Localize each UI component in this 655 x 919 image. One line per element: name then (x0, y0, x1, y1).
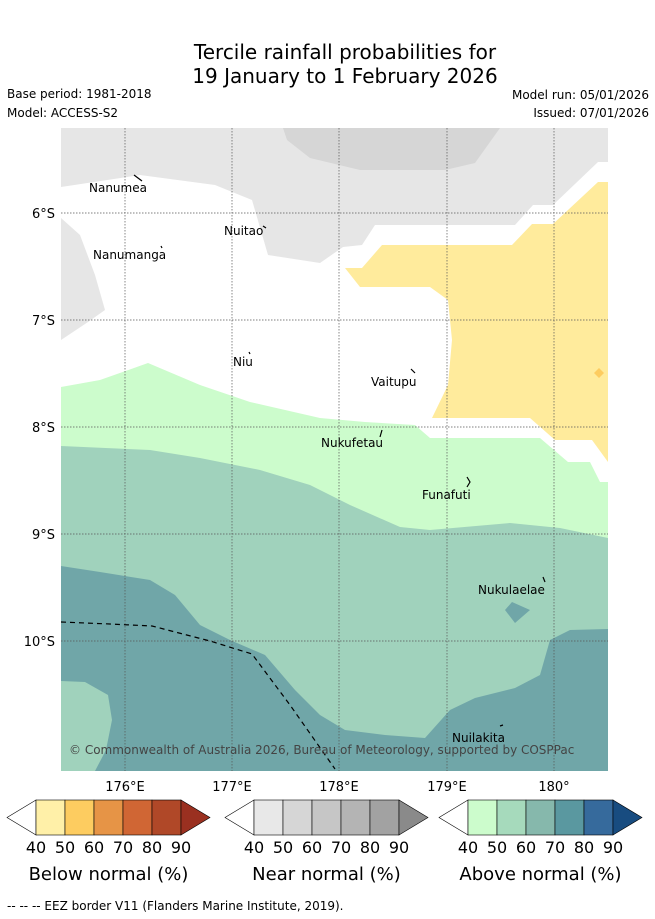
title-line-1: Tercile rainfall probabilities for (193, 40, 497, 64)
place-labels: Nanumea Nuitao Nanumanga Niu Vaitupu Nuk… (89, 181, 545, 745)
colorbar-segment (583, 799, 614, 836)
lat-label: 8°S (32, 421, 55, 436)
model-run: Model run: 05/01/2026 (511, 88, 649, 102)
colorbar-tick-label: 50 (273, 838, 293, 857)
above-normal-70-islet (505, 602, 530, 623)
colorbar-tick-label: 60 (302, 838, 322, 857)
copyright-credit: © Commonwealth of Australia 2026, Bureau… (69, 743, 574, 757)
near-normal-40-west-region (61, 218, 105, 340)
colorbar-tick-label: 70 (331, 838, 351, 857)
eez-footnote: -- -- -- EEZ border V11 (Flanders Marine… (7, 899, 344, 913)
map-canvas: Nanumea Nuitao Nanumanga Niu Vaitupu Nuk… (6, 128, 643, 885)
graticule (61, 128, 608, 771)
model-name: Model: ACCESS-S2 (7, 106, 119, 120)
near-normal-50-region (283, 128, 500, 170)
island-marks (133, 174, 546, 727)
colorbar-tick-label: 70 (113, 838, 133, 857)
colorbar-segment (467, 799, 498, 836)
lat-label: 9°S (32, 528, 55, 543)
colorbar-segment (122, 799, 153, 836)
colorbar-high-extend (180, 799, 211, 836)
place-label: Nukufetau (321, 436, 383, 450)
colorbar-tick-label: 90 (171, 838, 191, 857)
colorbar-low-extend (6, 799, 37, 836)
base-period: Base period: 1981-2018 (7, 87, 152, 101)
colorbar-tick-label: 90 (603, 838, 623, 857)
colorbar-low-extend (224, 799, 255, 836)
colorbar-segment (93, 799, 124, 836)
lon-label: 178°E (319, 780, 359, 795)
colorbar-1: 40 50 60 70 80 90 Below normal (%) (6, 799, 211, 885)
colorbar-legends: 40 50 60 70 80 90 Below normal (%) 40 50 60 70 80 90… (6, 799, 643, 885)
colorbar-title: Below normal (%) (29, 864, 189, 885)
above-normal-50-southwest-region (61, 681, 112, 771)
colorbar-title: Near normal (%) (252, 864, 401, 885)
lon-label: 176°E (105, 780, 145, 795)
lon-label: 180° (538, 780, 569, 795)
colorbar-low-extend (438, 799, 469, 836)
colorbar-segment (496, 799, 527, 836)
lat-label: 7°S (32, 314, 55, 329)
lat-label: 6°S (32, 207, 55, 222)
colorbar-segment (64, 799, 95, 836)
colorbar-tick-label: 50 (55, 838, 75, 857)
colorbar-tick-label: 50 (487, 838, 507, 857)
below-normal-40-islet (594, 368, 604, 378)
colorbar-tick-label: 60 (516, 838, 536, 857)
colorbar-tick-label: 40 (26, 838, 46, 857)
colorbar-segment (151, 799, 182, 836)
issued-date: Issued: 07/01/2026 (533, 106, 649, 120)
colorbar-segment (253, 799, 284, 836)
place-label: Niu (233, 355, 253, 369)
place-label: Funafuti (422, 488, 471, 502)
colorbar-tick-label: 70 (545, 838, 565, 857)
place-label: Nanumea (89, 181, 147, 195)
colorbar-segment (340, 799, 371, 836)
lon-label: 177°E (212, 780, 252, 795)
lat-label: 10°S (24, 635, 55, 650)
place-label: Nanumanga (93, 248, 166, 262)
colorbar-segment (369, 799, 400, 836)
colorbar-tick-label: 80 (142, 838, 162, 857)
place-label: Vaitupu (371, 375, 417, 389)
colorbar-segment (282, 799, 313, 836)
colorbar-title: Above normal (%) (459, 864, 621, 885)
lon-label: 179°E (427, 780, 467, 795)
colorbar-high-extend (398, 799, 429, 836)
colorbar-tick-label: 80 (574, 838, 594, 857)
colorbar-tick-label: 40 (244, 838, 264, 857)
place-label: Nuitao (224, 224, 263, 238)
colorbar-tick-label: 90 (389, 838, 409, 857)
colorbar-2: 40 50 60 70 80 90 Near normal (%) (224, 799, 429, 885)
latitude-tick-labels: 6°S 7°S 8°S 9°S 10°S (24, 207, 55, 650)
colorbar-segment (311, 799, 342, 836)
colorbar-segment (525, 799, 556, 836)
place-label: Nuilakita (452, 731, 505, 745)
colorbar-segment (35, 799, 66, 836)
map-title: Tercile rainfall probabilities for 19 Ja… (0, 40, 655, 88)
colorbar-high-extend (612, 799, 643, 836)
colorbar-tick-label: 80 (360, 838, 380, 857)
longitude-tick-labels: 176°E 177°E 178°E 179°E 180° (105, 780, 569, 795)
above-normal-70-region (61, 566, 608, 771)
colorbar-segment (554, 799, 585, 836)
eez-border-line (60, 621, 336, 770)
title-line-2: 19 January to 1 February 2026 (192, 64, 498, 88)
colorbar-3: 40 50 60 70 80 90 Above normal (%) (438, 799, 643, 885)
place-label: Nukulaelae (478, 583, 545, 597)
colorbar-tick-label: 40 (458, 838, 478, 857)
probability-layers (61, 128, 608, 771)
below-normal-40-region (345, 182, 608, 462)
colorbar-tick-label: 60 (84, 838, 104, 857)
